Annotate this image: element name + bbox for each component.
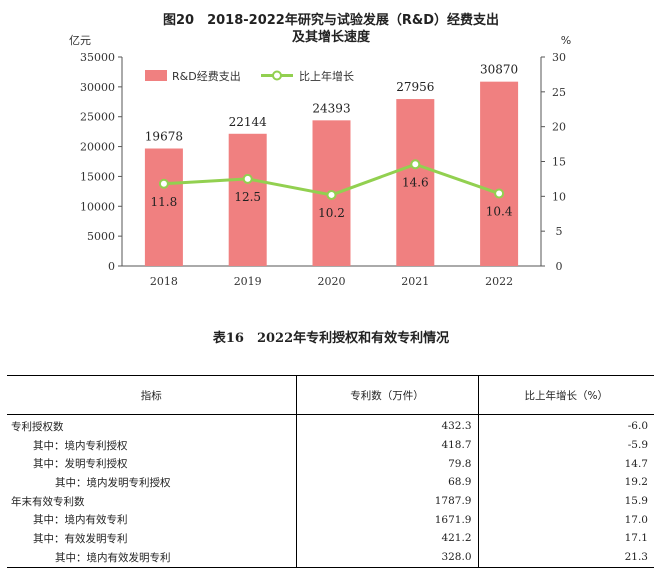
right-tick-label: 30 (552, 51, 566, 64)
growth-value-label: 10.4 (486, 205, 513, 219)
table-row: 其中：发明专利授权 79.8 14.7 (7, 454, 654, 474)
header-patent-count: 专利数（万件） (296, 375, 479, 415)
x-tick-label: 2018 (150, 275, 178, 288)
row-growth: 21.3 (478, 547, 654, 568)
row-growth: -6.0 (627, 420, 648, 433)
growth-value-label: 12.5 (234, 190, 261, 204)
left-tick-label: 5000 (87, 230, 115, 243)
bar-series-layer: 19678 22144 24393 27956 30870 (145, 63, 518, 266)
line-series-layer: 11.8 12.5 10.2 14.6 10.4 (151, 159, 513, 220)
row-patent-count: 432.3 (296, 414, 479, 436)
x-tick-label: 2019 (234, 275, 262, 288)
table-row: 其中：境内有效发明专利 328.0 21.3 (7, 547, 654, 568)
left-tick-label: 30000 (80, 81, 115, 94)
bar-value-label: 30870 (480, 63, 518, 77)
legend-bar-swatch (145, 70, 167, 81)
table-row: 其中：有效发明专利 421.2 17.1 (7, 529, 654, 548)
right-tick-label: 0 (556, 260, 563, 273)
row-indicator: 其中：有效发明专利 (7, 529, 297, 548)
row-patent-count: 328.0 (296, 547, 479, 568)
legend-line-marker (272, 70, 282, 81)
x-tick-label: 2022 (485, 275, 513, 288)
x-tick-label: 2020 (318, 275, 346, 288)
table-row: 专利授权数 432.3 -6.0 (7, 414, 654, 436)
growth-marker (410, 159, 421, 170)
bar (480, 81, 519, 266)
bar-value-label: 24393 (312, 101, 350, 115)
left-tick-label: 25000 (80, 111, 115, 124)
growth-marker (242, 173, 253, 184)
legend: R&D经费支出 比上年增长 (145, 69, 354, 83)
table-header-row: 指标 专利数（万件） 比上年增长（%） (7, 375, 654, 415)
bar (228, 133, 267, 266)
rd-chart: 图20 2018-2022年研究与试验发展（R&D）经费支出 及其增长速度 亿元… (69, 12, 571, 288)
left-axis-unit: 亿元 (69, 34, 91, 47)
row-indicator: 其中：境内有效发明专利 (7, 547, 297, 568)
chart-title-line1: 图20 2018-2022年研究与试验发展（R&D）经费支出 (163, 12, 499, 28)
header-indicator: 指标 (7, 375, 297, 415)
growth-value-label: 14.6 (402, 175, 429, 189)
header-growth: 比上年增长（%） (478, 375, 654, 415)
right-tick-label: 10 (552, 190, 566, 203)
growth-value-label: 10.2 (318, 206, 345, 220)
right-tick-label: 20 (552, 121, 566, 134)
growth-marker (326, 189, 337, 200)
table-row: 其中：境内有效专利 1671.9 17.0 (7, 510, 654, 530)
right-tick-label: 5 (556, 225, 563, 238)
row-growth: 19.2 (624, 476, 648, 489)
growth-value-label: 11.8 (151, 195, 178, 209)
row-patent-count: 79.8 (296, 454, 479, 474)
left-tick-label: 35000 (80, 51, 115, 64)
right-axis-unit: % (561, 34, 571, 47)
bar-value-label: 27956 (396, 80, 434, 94)
row-indicator: 年末有效专利数 (7, 491, 297, 511)
left-tick-label: 10000 (80, 200, 115, 213)
axes-layer: 0 5000 10000 15000 20000 25000 30000 35000 0 5 10 1… (80, 51, 566, 288)
table-row: 年末有效专利数 1787.9 15.9 (7, 491, 654, 511)
row-patent-count: 68.9 (296, 473, 479, 492)
legend-bar-label: R&D经费支出 (172, 69, 241, 83)
row-indicator: 专利授权数 (7, 414, 297, 436)
bar (396, 99, 435, 266)
table-row: 其中：境内专利授权 418.7 -5.9 (7, 435, 654, 455)
row-indicator: 其中：境内发明专利授权 (7, 473, 297, 492)
bar-value-label: 22144 (229, 115, 268, 129)
legend-line-label: 比上年增长 (299, 69, 354, 83)
row-growth: 15.9 (624, 495, 648, 508)
row-growth: -5.9 (627, 439, 648, 452)
row-growth: 17.0 (624, 513, 648, 526)
row-patent-count: 418.7 (296, 435, 479, 455)
left-tick-label: 15000 (80, 170, 115, 183)
table-row: 其中：境内发明专利授权 68.9 19.2 (7, 473, 654, 492)
row-growth: 17.1 (624, 532, 648, 545)
table-title: 表16 2022年专利授权和有效专利情况 (212, 331, 450, 346)
bar (144, 148, 183, 266)
right-tick-label: 15 (552, 156, 566, 169)
right-tick-label: 25 (552, 86, 566, 99)
row-indicator: 其中：发明专利授权 (7, 454, 297, 474)
row-patent-count: 1787.9 (296, 491, 479, 511)
row-growth: 14.7 (624, 457, 648, 470)
row-patent-count: 1671.9 (296, 510, 479, 530)
row-indicator: 其中：境内专利授权 (7, 435, 297, 455)
row-indicator: 其中：境内有效专利 (7, 510, 297, 530)
left-tick-label: 0 (108, 260, 115, 273)
patent-table: 指标 专利数（万件） 比上年增长（%） 专利授权数 432.3 -6.0 其中：境内专… (7, 375, 654, 568)
growth-marker (158, 178, 169, 189)
row-patent-count: 421.2 (296, 529, 479, 548)
growth-marker (494, 188, 505, 199)
x-tick-label: 2021 (401, 275, 429, 288)
bar-value-label: 19678 (145, 129, 183, 143)
chart-title-line2: 及其增长速度 (292, 29, 371, 45)
left-tick-label: 20000 (80, 141, 115, 154)
